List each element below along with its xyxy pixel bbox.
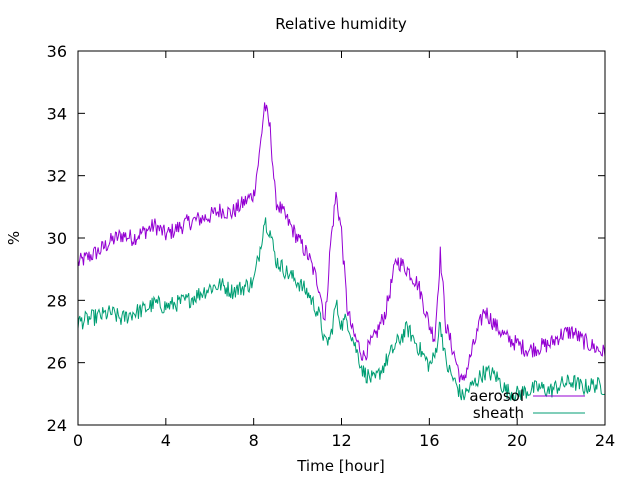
series-line-sheath bbox=[77, 217, 606, 402]
plot-area: 0 4 8 12 16 20 24 24 26 28 30 32 34 36 bbox=[47, 42, 616, 450]
y-tick-label: 30 bbox=[47, 229, 67, 248]
y-tick-label: 32 bbox=[47, 167, 67, 186]
legend-label-aerosol: aerosol bbox=[469, 387, 524, 405]
legend-label-sheath: sheath bbox=[473, 404, 524, 422]
y-tick-label: 24 bbox=[47, 416, 67, 435]
chart-title: Relative humidity bbox=[275, 15, 407, 33]
x-tick-label: 16 bbox=[419, 431, 439, 450]
x-tick-label: 8 bbox=[249, 431, 259, 450]
y-tick-label: 34 bbox=[47, 104, 67, 123]
y-tick-label: 28 bbox=[47, 291, 67, 310]
series-line-aerosol bbox=[77, 102, 606, 383]
x-tick-label: 0 bbox=[73, 431, 83, 450]
x-tick-label: 12 bbox=[331, 431, 351, 450]
y-axis-title: % bbox=[5, 231, 23, 245]
x-axis-title: Time [hour] bbox=[296, 457, 385, 475]
x-tick-label: 24 bbox=[595, 431, 615, 450]
x-tick-label: 20 bbox=[507, 431, 527, 450]
y-tick-label: 26 bbox=[47, 354, 67, 373]
y-tick-label: 36 bbox=[47, 42, 67, 61]
x-tick-label: 4 bbox=[161, 431, 171, 450]
